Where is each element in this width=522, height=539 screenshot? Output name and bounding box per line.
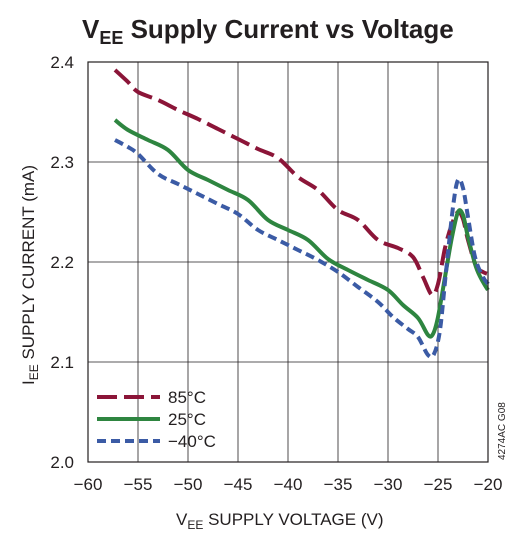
figure-id: 4274AC G08 (497, 402, 508, 460)
x-tick-label: −30 (374, 475, 403, 494)
y-axis-label-main: I (19, 380, 38, 385)
chart-title: VEE Supply Current vs Voltage (82, 14, 454, 48)
chart-title-main: V (82, 14, 100, 44)
x-tick-label: −35 (324, 475, 353, 494)
series-line-2 (114, 138, 490, 360)
y-tick-label: 2.2 (50, 253, 74, 272)
x-axis-label: VEE SUPPLY VOLTAGE (V) (176, 510, 384, 532)
legend: 85°C 25°C −40°C (97, 388, 216, 451)
x-tick-label: −20 (474, 475, 503, 494)
x-tick-label: −60 (74, 475, 103, 494)
chart-title-subscript: EE (99, 28, 123, 48)
grid (87, 61, 489, 463)
y-tick-label: 2.1 (50, 353, 74, 372)
plot-frame (87, 61, 489, 463)
y-tick-labels: 2.0 2.1 2.2 2.3 2.4 (50, 53, 74, 472)
y-axis-label: IEE SUPPLY CURRENT (mA) (19, 165, 41, 385)
x-axis-label-rest: SUPPLY VOLTAGE (V) (203, 510, 383, 529)
x-axis-label-subscript: EE (187, 518, 203, 532)
legend-label-0: 85°C (168, 388, 206, 407)
x-tick-labels: −60 −55 −50 −45 −40 −35 −30 −25 −20 (74, 475, 503, 494)
x-tick-label: −45 (224, 475, 253, 494)
x-tick-label: −25 (424, 475, 453, 494)
x-tick-label: −40 (274, 475, 303, 494)
x-tick-label: −50 (174, 475, 203, 494)
chart-title-rest: Supply Current vs Voltage (123, 14, 453, 44)
legend-label-2: −40°C (168, 432, 216, 451)
legend-label-1: 25°C (168, 410, 206, 429)
x-tick-label: −55 (124, 475, 153, 494)
y-tick-label: 2.4 (50, 53, 74, 72)
series-group (113, 68, 490, 360)
y-axis-label-subscript: EE (27, 364, 41, 380)
y-tick-label: 2.3 (50, 153, 74, 172)
y-tick-label: 2.0 (50, 453, 74, 472)
x-axis-label-main: V (176, 510, 188, 529)
y-axis-label-rest: SUPPLY CURRENT (mA) (19, 165, 38, 364)
series-line-1 (113, 118, 490, 339)
